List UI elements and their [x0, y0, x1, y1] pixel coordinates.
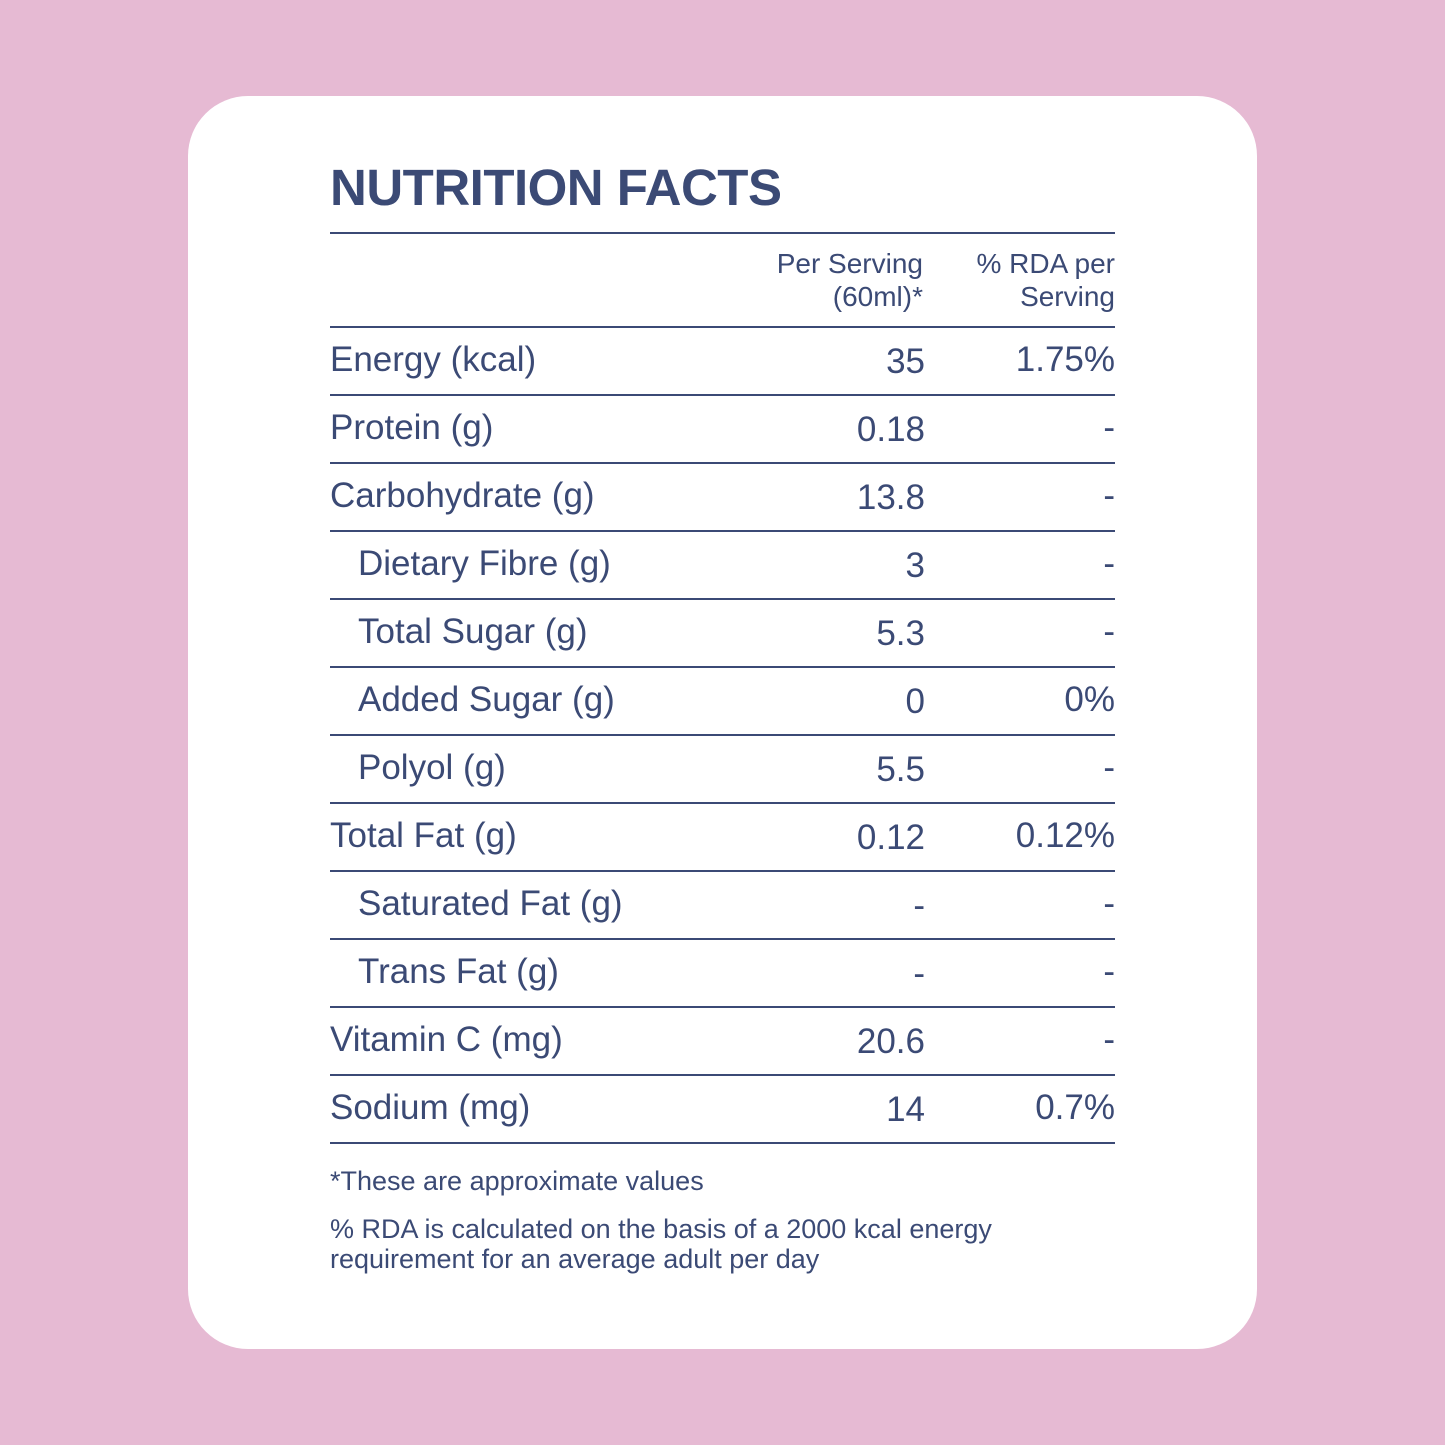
nutrient-name: Protein (g): [330, 408, 494, 447]
nutrient-name: Added Sugar (g): [358, 680, 615, 719]
page-title: NUTRITION FACTS: [330, 159, 782, 216]
per-serving-value: -: [913, 954, 925, 993]
per-serving-value: 13.8: [856, 478, 925, 517]
per-serving-value: 5.3: [876, 614, 925, 653]
top-divider: [330, 232, 1115, 234]
table-row: Polyol (g) 5.5 -: [330, 736, 1115, 804]
per-serving-value: 0.12: [856, 818, 925, 857]
rda-value: 0.12%: [1015, 816, 1115, 855]
rda-value: -: [1103, 476, 1115, 515]
table-row: Energy (kcal) 35 1.75%: [330, 328, 1115, 396]
nutrient-name: Total Sugar (g): [358, 612, 588, 651]
rda-value: -: [1103, 1020, 1115, 1059]
per-serving-value: 14: [886, 1090, 925, 1129]
nutrient-name: Dietary Fibre (g): [358, 544, 611, 583]
table-row: Total Sugar (g) 5.3 -: [330, 600, 1115, 668]
per-serving-header: Per Serving (60ml)*: [776, 248, 923, 312]
table-row: Saturated Fat (g) - -: [330, 872, 1115, 940]
nutrient-rows: Energy (kcal) 35 1.75% Protein (g) 0.18- Carb…: [330, 328, 1115, 1144]
table-header: Per Serving (60ml)* % RDA per Serving: [330, 232, 1115, 328]
per-serving-value: 0: [905, 682, 925, 721]
table-row: Added Sugar (g) 0 0%: [330, 668, 1115, 736]
footnotes: *These are approximate values % RDA is c…: [330, 1166, 1115, 1274]
nutrient-name: Carbohydrate (g): [330, 476, 595, 515]
rda-value: 1.75%: [1015, 340, 1115, 379]
nutrient-name: Trans Fat (g): [358, 952, 559, 991]
nutrient-name: Total Fat (g): [330, 816, 517, 855]
nutrient-name: Vitamin C (mg): [330, 1020, 563, 1059]
table-row: Total Fat (g) 0.12 0.12%: [330, 804, 1115, 872]
table-row: Carbohydrate (g) 13.8 -: [330, 464, 1115, 532]
per-serving-value: 35: [886, 342, 925, 381]
nutrient-name: Saturated Fat (g): [358, 884, 623, 923]
table-row: Trans Fat (g) - -: [330, 940, 1115, 1008]
per-serving-value: -: [913, 886, 925, 925]
per-serving-value: 3: [905, 546, 925, 585]
nutrient-name: Sodium (mg): [330, 1088, 531, 1127]
rda-value: -: [1103, 952, 1115, 991]
per-serving-value: 0.18: [856, 410, 925, 449]
rda-value: 0.7%: [1035, 1088, 1115, 1127]
rda-value: -: [1103, 544, 1115, 583]
table-row: Dietary Fibre (g) 3 -: [330, 532, 1115, 600]
header-divider: [330, 326, 1115, 328]
rda-value: -: [1103, 408, 1115, 447]
per-serving-value: 20.6: [856, 1022, 925, 1061]
rda-value: -: [1103, 748, 1115, 787]
rda-value: -: [1103, 612, 1115, 651]
approx-footnote: *These are approximate values: [330, 1166, 704, 1196]
table-row: Protein (g) 0.18 -: [330, 396, 1115, 464]
rda-value: -: [1103, 884, 1115, 923]
per-serving-value: 5.5: [876, 750, 925, 789]
rda-footnote: % RDA is calculated on the basis of a 20…: [330, 1214, 992, 1274]
rda-header: % RDA per Serving: [976, 248, 1116, 312]
rda-value: 0%: [1064, 680, 1115, 719]
table-row: Vitamin C (mg) 20.6 -: [330, 1008, 1115, 1076]
table-row: Sodium (mg) 14 0.7%: [330, 1076, 1115, 1144]
nutrition-card: NUTRITION FACTS Per Serving (60ml)* % RD…: [188, 96, 1257, 1349]
nutrient-name: Polyol (g): [358, 748, 506, 787]
nutrient-name: Energy (kcal): [330, 340, 537, 379]
